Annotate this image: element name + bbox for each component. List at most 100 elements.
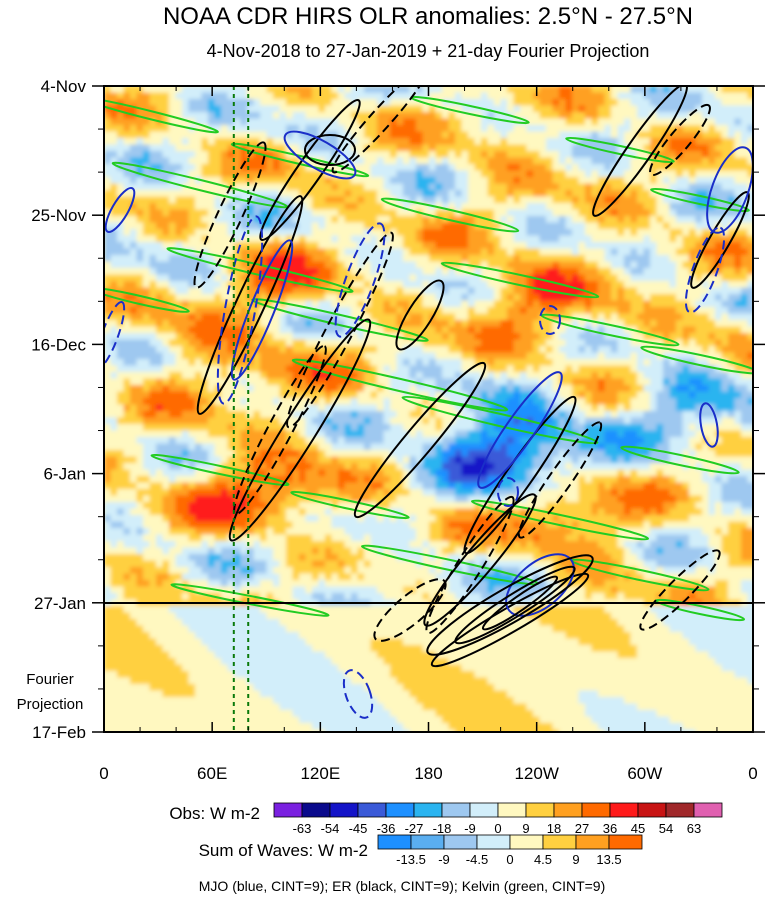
olr-cell <box>429 294 437 302</box>
olr-cell <box>461 274 469 282</box>
olr-cell <box>656 391 664 399</box>
olr-cell <box>539 222 547 230</box>
olr-cell <box>364 118 372 126</box>
olr-cell <box>357 333 365 341</box>
olr-cell <box>429 125 437 133</box>
olr-cell <box>520 164 528 172</box>
olr-cell <box>689 170 697 178</box>
olr-cell <box>734 118 742 126</box>
olr-cell <box>702 183 710 191</box>
olr-cell <box>299 346 307 354</box>
olr-cell <box>572 339 580 347</box>
olr-cell <box>487 170 495 178</box>
olr-cell <box>435 320 443 328</box>
olr-cell <box>741 300 749 308</box>
olr-cell <box>591 242 599 250</box>
olr-cell <box>689 177 697 185</box>
olr-cell <box>513 170 521 178</box>
olr-cell <box>695 242 703 250</box>
olr-cell <box>546 164 554 172</box>
olr-cell <box>104 164 112 172</box>
olr-cell <box>253 86 261 94</box>
olr-cell <box>227 313 235 321</box>
olr-cell <box>266 118 274 126</box>
olr-cell <box>305 300 313 308</box>
olr-cell <box>591 339 599 347</box>
olr-cell <box>539 326 547 334</box>
olr-cell <box>585 92 593 100</box>
olr-cell <box>279 105 287 113</box>
olr-cell <box>481 385 489 393</box>
olr-cell <box>461 404 469 412</box>
olr-cell <box>461 372 469 380</box>
olr-cell <box>702 255 710 263</box>
olr-cell <box>539 365 547 373</box>
olr-cell <box>442 359 450 367</box>
olr-cell <box>305 157 313 165</box>
olr-cell <box>175 229 183 237</box>
olr-cell <box>539 385 547 393</box>
olr-cell <box>305 216 313 224</box>
olr-cell <box>455 281 463 289</box>
olr-cell <box>624 268 632 276</box>
olr-cell <box>741 164 749 172</box>
olr-cell <box>669 391 677 399</box>
olr-cell <box>578 261 586 269</box>
olr-cell <box>351 248 359 256</box>
olr-cell <box>559 216 567 224</box>
olr-cell <box>565 300 573 308</box>
olr-cell <box>585 378 593 386</box>
olr-cell <box>162 359 170 367</box>
olr-cell <box>221 222 229 230</box>
olr-cell <box>585 352 593 360</box>
olr-cell <box>357 242 365 250</box>
olr-cell <box>637 190 645 198</box>
olr-cell <box>286 333 294 341</box>
olr-cell <box>175 372 183 380</box>
olr-cell <box>435 268 443 276</box>
olr-cell <box>149 131 157 139</box>
olr-cell <box>552 216 560 224</box>
olr-cell <box>728 333 736 341</box>
olr-anomaly-field <box>104 86 753 732</box>
olr-cell <box>656 242 664 250</box>
olr-cell <box>448 242 456 250</box>
olr-cell <box>611 209 619 217</box>
olr-cell <box>578 320 586 328</box>
olr-cell <box>539 346 547 354</box>
olr-cell <box>234 404 242 412</box>
olr-cell <box>526 398 534 406</box>
olr-cell <box>169 144 177 152</box>
olr-cell <box>676 339 684 347</box>
olr-cell <box>663 326 671 334</box>
olr-cell <box>721 313 729 321</box>
olr-cell <box>299 378 307 386</box>
olr-cell <box>689 300 697 308</box>
olr-cell <box>513 92 521 100</box>
olr-cell <box>416 242 424 250</box>
olr-cell <box>572 125 580 133</box>
olr-cell <box>461 398 469 406</box>
olr-cell <box>721 222 729 230</box>
olr-cell <box>481 242 489 250</box>
olr-cell <box>663 281 671 289</box>
olr-cell <box>546 105 554 113</box>
olr-cell <box>734 164 742 172</box>
olr-cell <box>403 248 411 256</box>
olr-cell <box>422 339 430 347</box>
olr-cell <box>663 313 671 321</box>
olr-cell <box>520 222 528 230</box>
olr-cell <box>344 196 352 204</box>
olr-cell <box>247 99 255 107</box>
olr-cell <box>617 359 625 367</box>
olr-cell <box>637 320 645 328</box>
olr-cell <box>422 138 430 146</box>
olr-cell <box>273 378 281 386</box>
olr-cell <box>104 105 112 113</box>
olr-cell <box>468 274 476 282</box>
olr-cell <box>201 339 209 347</box>
olr-cell <box>734 99 742 107</box>
olr-cell <box>182 203 190 211</box>
olr-cell <box>149 183 157 191</box>
olr-cell <box>221 255 229 263</box>
